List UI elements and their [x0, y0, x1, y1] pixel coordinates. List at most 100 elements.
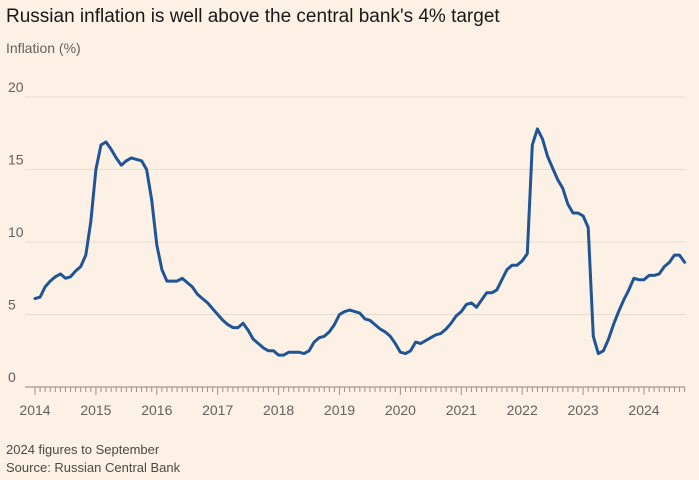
data-point: [140, 160, 142, 162]
chart-title: Russian inflation is well above the cent…: [6, 6, 500, 27]
data-point: [501, 279, 503, 281]
data-point: [648, 274, 650, 276]
data-point: [551, 167, 553, 169]
data-point: [161, 268, 163, 270]
data-point: [257, 342, 259, 344]
data-point: [364, 318, 366, 320]
data-point: [201, 297, 203, 299]
data-point: [455, 315, 457, 317]
x-tick-label: 2016: [141, 402, 172, 418]
data-point: [90, 221, 92, 223]
data-point: [64, 277, 66, 279]
data-point: [633, 277, 635, 279]
data-point: [557, 178, 559, 180]
x-tick-label: 2024: [628, 402, 659, 418]
data-point: [85, 254, 87, 256]
y-tick-label: 10: [8, 224, 24, 240]
data-point: [217, 313, 219, 315]
data-point: [587, 226, 589, 228]
data-point: [328, 331, 330, 333]
data-point: [628, 289, 630, 291]
data-point: [369, 319, 371, 321]
data-point: [252, 338, 254, 340]
data-point: [623, 299, 625, 301]
data-point: [404, 352, 406, 354]
data-point: [496, 289, 498, 291]
data-point: [562, 187, 564, 189]
data-point: [643, 279, 645, 281]
data-point: [232, 326, 234, 328]
data-point: [293, 351, 295, 353]
data-point: [394, 342, 396, 344]
data-point: [359, 312, 361, 314]
data-point: [597, 352, 599, 354]
data-point: [272, 350, 274, 352]
data-point: [135, 158, 137, 160]
data-point: [420, 342, 422, 344]
data-point: [49, 280, 51, 282]
data-point: [541, 138, 543, 140]
data-point: [475, 306, 477, 308]
data-point: [313, 341, 315, 343]
data-point: [663, 265, 665, 267]
data-point: [298, 351, 300, 353]
data-point: [196, 293, 198, 295]
data-point: [409, 350, 411, 352]
data-point: [125, 160, 127, 162]
data-point: [430, 337, 432, 339]
x-tick-label: 2020: [385, 402, 416, 418]
data-point: [526, 252, 528, 254]
data-point: [567, 203, 569, 205]
data-point: [206, 302, 208, 304]
data-point: [176, 280, 178, 282]
data-point: [491, 292, 493, 294]
data-point: [186, 281, 188, 283]
data-point: [333, 323, 335, 325]
data-point: [536, 128, 538, 130]
data-point: [465, 303, 467, 305]
data-point: [247, 329, 249, 331]
x-tick-label: 2018: [263, 402, 294, 418]
data-point: [668, 261, 670, 263]
data-point: [617, 310, 619, 312]
data-point: [318, 337, 320, 339]
data-point: [343, 310, 345, 312]
data-point: [374, 323, 376, 325]
x-tick-label: 2022: [507, 402, 538, 418]
x-tick-label: 2019: [324, 402, 355, 418]
data-point: [262, 347, 264, 349]
data-point: [653, 274, 655, 276]
data-point: [151, 199, 153, 201]
data-point: [156, 244, 158, 246]
data-point: [267, 350, 269, 352]
data-point: [237, 326, 239, 328]
data-point: [577, 212, 579, 214]
data-point: [506, 268, 508, 270]
data-point: [242, 322, 244, 324]
data-point: [531, 144, 533, 146]
data-point: [227, 323, 229, 325]
data-point: [100, 144, 102, 146]
data-point: [171, 280, 173, 282]
data-point: [389, 335, 391, 337]
data-point: [338, 313, 340, 315]
data-point: [425, 339, 427, 341]
x-tick-label: 2021: [446, 402, 477, 418]
data-point: [658, 273, 660, 275]
data-point: [521, 260, 523, 262]
data-point: [303, 352, 305, 354]
data-point: [546, 155, 548, 157]
data-point: [602, 350, 604, 352]
data-point: [166, 280, 168, 282]
data-point: [211, 308, 213, 310]
data-point: [440, 332, 442, 334]
data-point: [379, 328, 381, 330]
y-tick-label: 20: [8, 79, 24, 95]
data-point: [115, 157, 117, 159]
data-point: [74, 270, 76, 272]
data-point: [516, 264, 518, 266]
x-tick-label: 2023: [568, 402, 599, 418]
data-point: [349, 309, 351, 311]
data-point: [222, 319, 224, 321]
data-point: [582, 215, 584, 217]
